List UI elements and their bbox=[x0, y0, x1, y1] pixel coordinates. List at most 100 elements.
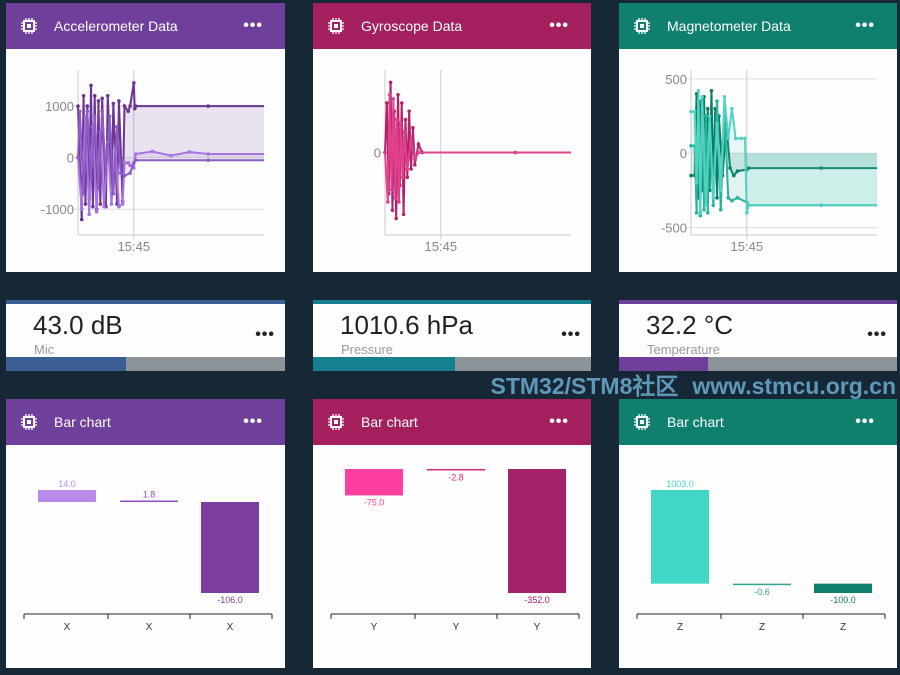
data-point bbox=[389, 187, 394, 192]
data-point bbox=[78, 109, 82, 114]
data-point bbox=[104, 171, 108, 175]
data-point bbox=[416, 142, 421, 147]
bar-chart-y: -75.0 Y -2.8 Y -352.0 Y bbox=[330, 469, 580, 633]
data-point bbox=[711, 196, 716, 200]
data-point bbox=[394, 216, 398, 221]
more-menu-button[interactable]: ••• bbox=[243, 413, 263, 430]
data-point bbox=[85, 109, 90, 114]
data-point bbox=[94, 209, 99, 214]
temperature-label: Temperature bbox=[647, 342, 720, 357]
more-menu-button[interactable]: ••• bbox=[855, 413, 875, 430]
bar-value-label: -100.0 bbox=[830, 595, 856, 605]
data-point bbox=[81, 191, 86, 196]
data-point bbox=[105, 93, 110, 98]
more-menu-button[interactable]: ••• bbox=[549, 413, 569, 430]
data-point bbox=[707, 114, 712, 118]
x-category-label: Z bbox=[677, 622, 683, 633]
data-point bbox=[118, 171, 123, 175]
data-point bbox=[107, 114, 112, 119]
x-category-label: X bbox=[64, 622, 71, 633]
more-menu-button[interactable]: ••• bbox=[243, 17, 263, 34]
data-point bbox=[133, 158, 138, 163]
data-point bbox=[715, 121, 719, 126]
magnetometer-line-chart: 500 0 -500 15:45 bbox=[661, 70, 877, 254]
card-header: Accelerometer Data ••• bbox=[6, 3, 285, 49]
card-header: Bar chart ••• bbox=[6, 399, 285, 445]
temperature-progress-bar bbox=[619, 357, 897, 371]
data-point bbox=[698, 213, 703, 218]
card-title: Bar chart bbox=[667, 414, 724, 430]
card-title: Gyroscope Data bbox=[361, 18, 463, 34]
data-point bbox=[739, 136, 744, 141]
data-point bbox=[111, 191, 116, 196]
data-point bbox=[115, 124, 119, 129]
x-tick-label: 15:45 bbox=[118, 239, 151, 254]
bar-1 bbox=[733, 583, 791, 586]
data-point bbox=[96, 99, 101, 103]
pressure-value: 1010.6 hPa bbox=[340, 310, 474, 340]
data-point bbox=[704, 203, 708, 208]
data-point bbox=[700, 94, 704, 99]
gyroscope-line-chart: 0 15:45 bbox=[374, 70, 571, 254]
data-point bbox=[383, 150, 387, 155]
data-point bbox=[92, 93, 97, 98]
data-point bbox=[91, 204, 95, 209]
chip-icon bbox=[328, 414, 344, 430]
more-menu-button[interactable]: ••• bbox=[855, 17, 875, 34]
data-point bbox=[715, 196, 719, 200]
data-point bbox=[120, 202, 125, 206]
bar-value-label: -2.8 bbox=[448, 473, 464, 483]
more-menu-button[interactable]: ••• bbox=[549, 17, 569, 34]
data-point bbox=[694, 181, 699, 185]
data-point bbox=[388, 80, 393, 85]
data-point bbox=[89, 176, 93, 181]
bar-value-label: -352.0 bbox=[524, 595, 550, 605]
pressure-progress-bar bbox=[313, 357, 591, 371]
data-point bbox=[206, 152, 210, 156]
data-point bbox=[128, 171, 132, 175]
bar-value-label: 1003.0 bbox=[666, 479, 694, 489]
data-point bbox=[79, 207, 84, 212]
data-point bbox=[698, 210, 703, 215]
card-title: Bar chart bbox=[54, 414, 111, 430]
data-point bbox=[399, 121, 403, 126]
data-point bbox=[102, 204, 106, 209]
bar-chart-x: 14.0 X 1.8 X -106.0 X bbox=[23, 479, 273, 633]
data-point bbox=[133, 152, 138, 156]
data-point bbox=[730, 106, 734, 111]
y-tick-label: -500 bbox=[661, 221, 687, 236]
x-category-label: Z bbox=[759, 622, 765, 633]
data-point bbox=[702, 207, 706, 212]
more-menu-button[interactable]: ••• bbox=[255, 326, 275, 343]
mic-label: Mic bbox=[34, 342, 55, 357]
data-point bbox=[206, 104, 210, 108]
data-point bbox=[730, 199, 734, 203]
more-menu-button[interactable]: ••• bbox=[867, 326, 887, 343]
card-header: Bar chart ••• bbox=[619, 399, 897, 445]
data-point bbox=[117, 204, 121, 209]
bar-chart-card-y: Bar chart ••• -75.0 Y -2.8 Y -352.0 Y bbox=[313, 399, 591, 668]
data-point bbox=[689, 109, 693, 114]
data-point bbox=[122, 173, 127, 178]
data-point bbox=[722, 94, 727, 99]
series-fill-mag-3 bbox=[691, 90, 877, 213]
data-point bbox=[412, 157, 417, 161]
bar-0 bbox=[38, 490, 96, 503]
mic-progress-bar bbox=[6, 357, 285, 371]
data-point bbox=[98, 202, 103, 206]
data-point bbox=[411, 125, 415, 130]
data-point bbox=[409, 138, 413, 142]
more-menu-button[interactable]: ••• bbox=[561, 326, 581, 343]
data-point bbox=[735, 196, 740, 200]
data-point bbox=[126, 109, 131, 114]
data-point bbox=[395, 117, 399, 122]
data-point bbox=[132, 81, 136, 85]
pressure-card: 1010.6 hPa Pressure ••• bbox=[313, 300, 591, 371]
data-point bbox=[711, 203, 716, 208]
data-point bbox=[187, 150, 192, 154]
data-point bbox=[100, 96, 104, 101]
data-point bbox=[387, 92, 392, 97]
data-point bbox=[735, 169, 740, 173]
bar-2 bbox=[508, 469, 566, 593]
watermark-line-1: STM32/STM8社区 bbox=[490, 373, 679, 399]
